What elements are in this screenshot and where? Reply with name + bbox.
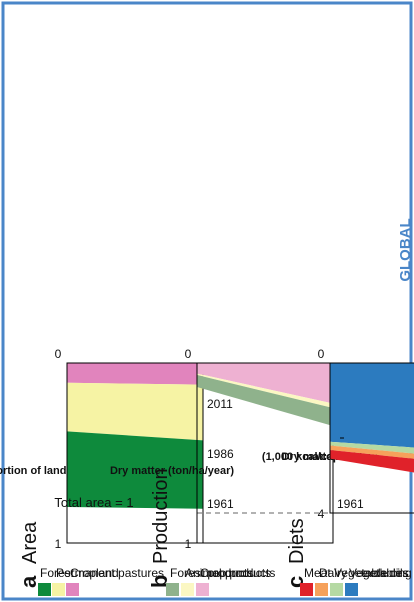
cropland-area [67,363,203,385]
legend-b: Forest products Animal products Crop pro… [166,566,275,596]
legend-label-dairy: Dairy [319,566,347,580]
legend-label-vegetables-1: Vegetables, [349,566,412,580]
vegetables-area [330,363,414,452]
legend-swatch-vegetable-oils [330,583,343,596]
panel-c-ylabel-1: Dry matter [281,451,337,463]
panel-b-xtick-1961: 1961 [337,497,364,511]
dairy-area [330,445,414,465]
animal-products-area [197,373,333,408]
panel-a-title: Area [19,521,41,564]
panel-a-frame [66,362,204,544]
legend-swatch-forest-products [166,583,179,596]
legend-swatch-animal-products [181,583,194,596]
panel-b-title: Production [150,468,172,564]
meat-area [330,450,414,482]
legend-swatch-dairy [315,583,328,596]
legend-label-meat: Meat [304,566,331,580]
panel-a-ytick-top: 1 [55,537,62,551]
panel-b-plot [196,362,334,544]
panel-b-ytick-zero: 0 [185,347,192,361]
legend-swatch-meat [300,583,313,596]
panel-a-plot [66,362,204,544]
legend-label-animal-products: Animal products [185,566,271,580]
legend-swatch-vegetables [345,583,358,596]
forest-products-area [197,375,333,426]
panel-b-ylabel: Dry matter (ton/ha/year) [110,465,234,477]
legend-label-cropland: Cropland [70,566,119,580]
legend-label-vegetable-oils: Vegetable oils [334,566,409,580]
panel-a-annotation: Total area = 1 [54,495,133,510]
legend-label-crop-products: Crop products [200,566,275,580]
panel-c-title: Diets [286,518,308,564]
panel-c-ytick-top: 4 [318,507,325,521]
panel-c-ytick-zero: 0 [318,347,325,361]
panel-a-xtick-1961: 1961 [207,497,234,511]
legend-swatch-forest [38,583,51,596]
panel-a-xtick-2011: 2011 [207,397,233,411]
panel-a-letter: a [16,575,41,588]
legend-label-forest: Forest [40,566,75,580]
crop-products-area [197,363,333,404]
panel-c-plot [329,362,414,514]
panel-a-xtick-1986: 1986 [207,447,234,461]
header-fragment: GLOBAL [397,218,414,281]
forest-area [67,431,203,509]
legend-label-pastures: Permanent pastures [56,566,164,580]
legend-label-vegetables-2: excluding oils [361,566,414,580]
legend-a: Forest Permanent pastures Cropland [38,566,164,596]
legend-c: Meat Dairy Vegetable oils Vegetables, ex… [300,566,414,596]
legend-swatch-pastures [52,583,65,596]
panel-a-ytick-zero: 0 [55,347,62,361]
vegetable-oils-area [330,441,414,459]
panel-b-letter: b [147,575,172,588]
panel-c-frame [329,362,414,514]
pasture-area [67,382,203,441]
legend-label-forest-products: Forest products [170,566,253,580]
panel-b-ytick-top: 1 [185,537,192,551]
legend-swatch-cropland [66,583,79,596]
legend-swatch-crop-products [196,583,209,596]
